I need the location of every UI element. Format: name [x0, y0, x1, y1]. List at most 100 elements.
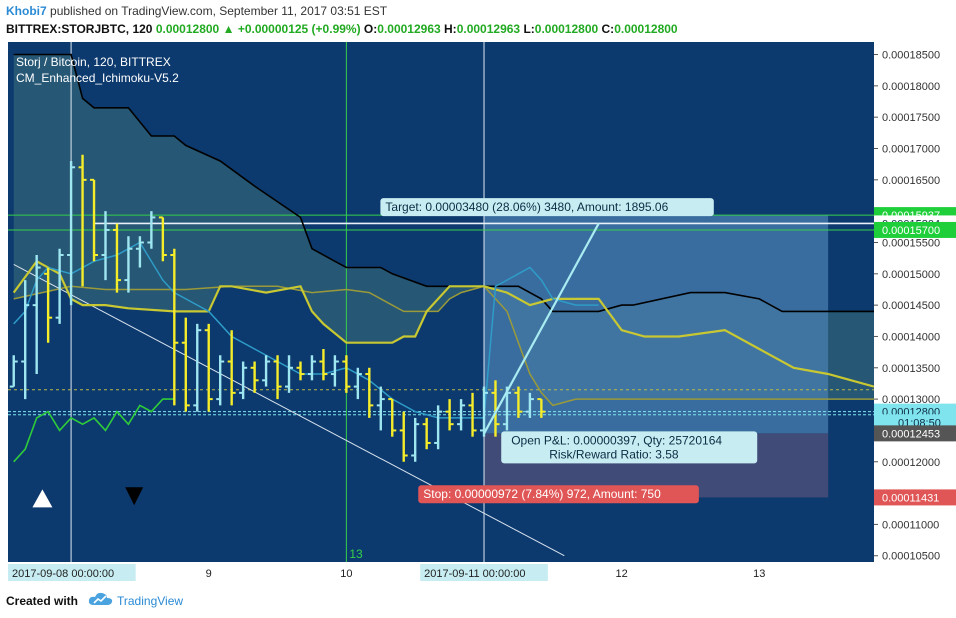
target-label-text: Target: 0.00003480 (28.06%) 3480, Amount… — [385, 200, 668, 214]
candle — [9, 355, 18, 388]
candle — [170, 248, 179, 406]
chart-legend: Storj / Bitcoin, 120, BITTREX CM_Enhance… — [16, 54, 179, 86]
candle — [78, 154, 87, 287]
y-tick-label: 0.00015500 — [882, 237, 940, 249]
chikou-line — [13, 398, 175, 463]
y-tick-label: 0.00018000 — [882, 81, 940, 93]
price-label-bg — [874, 489, 956, 506]
candle — [537, 398, 546, 418]
candle — [480, 386, 489, 437]
x-tick-label: 10 — [340, 568, 352, 580]
candle — [468, 392, 477, 437]
ohlc-line: BITTREX:STORJBTC, 120 0.00012800 ▲ +0.00… — [6, 22, 678, 36]
stop-label-bg — [418, 485, 699, 504]
candle — [319, 348, 328, 381]
low-label: L: — [523, 22, 535, 36]
candle — [262, 355, 271, 387]
x-tick-label: 9 — [206, 568, 212, 580]
candle — [90, 178, 99, 262]
down-arrow-icon — [125, 487, 144, 506]
candle — [445, 399, 454, 431]
y-tick-label: 0.00011000 — [882, 519, 939, 531]
x-tick-label: 2017-09-11 00:00:00 — [424, 568, 525, 580]
chart-header: Khobi7 published on TradingView.com, Sep… — [0, 0, 956, 40]
candle — [353, 367, 362, 400]
candle — [32, 255, 41, 375]
time-axis[interactable]: 2017-09-08 00:00:00 9 10 2017-09-11 00:00:0… — [8, 562, 874, 584]
y-tick-label: 0.00017000 — [882, 144, 940, 156]
high-label: H: — [444, 22, 457, 36]
y-tick-label: 0.00017500 — [882, 112, 940, 124]
chart-plot-area[interactable]: 13 Target: 0.00003480 (28.06%) 3480, Amou… — [8, 42, 874, 562]
tradingview-cloud-icon — [88, 591, 114, 612]
candle — [514, 386, 523, 418]
candle — [250, 361, 259, 393]
chart-svg[interactable]: 13 Target: 0.00003480 (28.06%) 3480, Amou… — [8, 42, 874, 562]
created-with-label: Created with — [6, 594, 79, 608]
publish-line: Khobi7 published on TradingView.com, Sep… — [6, 4, 387, 18]
pnl-text: Open P&L: 0.00000397, Qty: 25720164 — [511, 433, 722, 447]
x-marker-label: 13 — [349, 547, 363, 561]
y-tick-label: 0.00018500 — [882, 50, 940, 62]
open-label: O: — [363, 22, 378, 36]
price-label: 0.00011431 — [882, 492, 939, 504]
publish-info: published on TradingView.com, September … — [50, 4, 388, 18]
rr-text: Risk/Reward Ratio: 3.58 — [549, 447, 679, 461]
last-price: 0.00012800 — [155, 22, 220, 36]
candle — [502, 386, 511, 431]
candle — [124, 236, 133, 293]
time-axis-svg: 2017-09-08 00:00:00 9 10 2017-09-11 00:00:0… — [8, 564, 765, 581]
candle — [307, 355, 316, 381]
pnl-label-bg — [501, 431, 758, 464]
up-triangle-icon: ▲ — [222, 22, 235, 36]
y-tick-label: 0.00016500 — [882, 175, 940, 187]
y-tick-label: 0.00010500 — [882, 551, 940, 562]
price-label-bg — [874, 221, 956, 238]
x-tick-label: 13 — [753, 568, 765, 580]
open-value: 0.00012963 — [377, 22, 441, 36]
candle — [181, 317, 190, 412]
tradingview-brand[interactable]: TradingView — [117, 594, 184, 608]
candle — [491, 380, 500, 437]
candle — [55, 248, 64, 324]
candle — [227, 330, 236, 406]
candle — [21, 280, 30, 400]
target-zone — [484, 215, 829, 434]
x-cursor-label-bg — [420, 564, 548, 581]
y-tick-label: 0.00013000 — [882, 394, 940, 406]
candle — [135, 236, 144, 268]
candle — [525, 392, 534, 418]
kijun-line — [13, 53, 874, 313]
tenkan-line — [12, 259, 874, 388]
candle — [193, 323, 202, 412]
y-tick-label: 0.00013500 — [882, 363, 940, 375]
close-label: C: — [601, 22, 615, 36]
x-tick-label: 2017-09-08 00:00:00 — [12, 568, 114, 580]
candle — [285, 355, 294, 393]
pnl-label: Open P&L: 0.00000397, Qty: 25720164Risk/… — [501, 431, 758, 464]
candle — [147, 211, 156, 249]
stop-label-text: Stop: 0.00000972 (7.84%) 972, Amount: 75… — [423, 487, 661, 501]
price-axis-svg: 0.00018500 0.00018000 0.00017500 0.00017000… — [874, 50, 956, 563]
price-label-bg — [874, 425, 956, 442]
candle — [273, 355, 282, 400]
projection-line — [483, 222, 600, 435]
candle — [239, 361, 248, 400]
candle — [67, 161, 76, 306]
price-axis[interactable]: 0.00018500 0.00018000 0.00017500 0.00017000… — [874, 42, 956, 563]
candle — [411, 417, 420, 462]
high-value: 0.00012963 — [456, 22, 521, 36]
x-cursor-label-bg — [8, 564, 136, 581]
candle — [158, 216, 167, 262]
y-tick-label: 0.00015000 — [882, 269, 940, 281]
author-name[interactable]: Khobi7 — [6, 4, 47, 18]
price-change: +0.00000125 (+0.99%) — [237, 22, 361, 36]
candle — [365, 367, 374, 418]
candle — [376, 386, 385, 431]
legend-indicator[interactable]: CM_Enhanced_Ichimoku-V5.2 — [16, 71, 179, 85]
candle — [342, 355, 351, 393]
candle — [434, 405, 443, 450]
candle — [457, 399, 466, 431]
downtrend-line — [13, 263, 565, 557]
candle — [101, 211, 110, 281]
